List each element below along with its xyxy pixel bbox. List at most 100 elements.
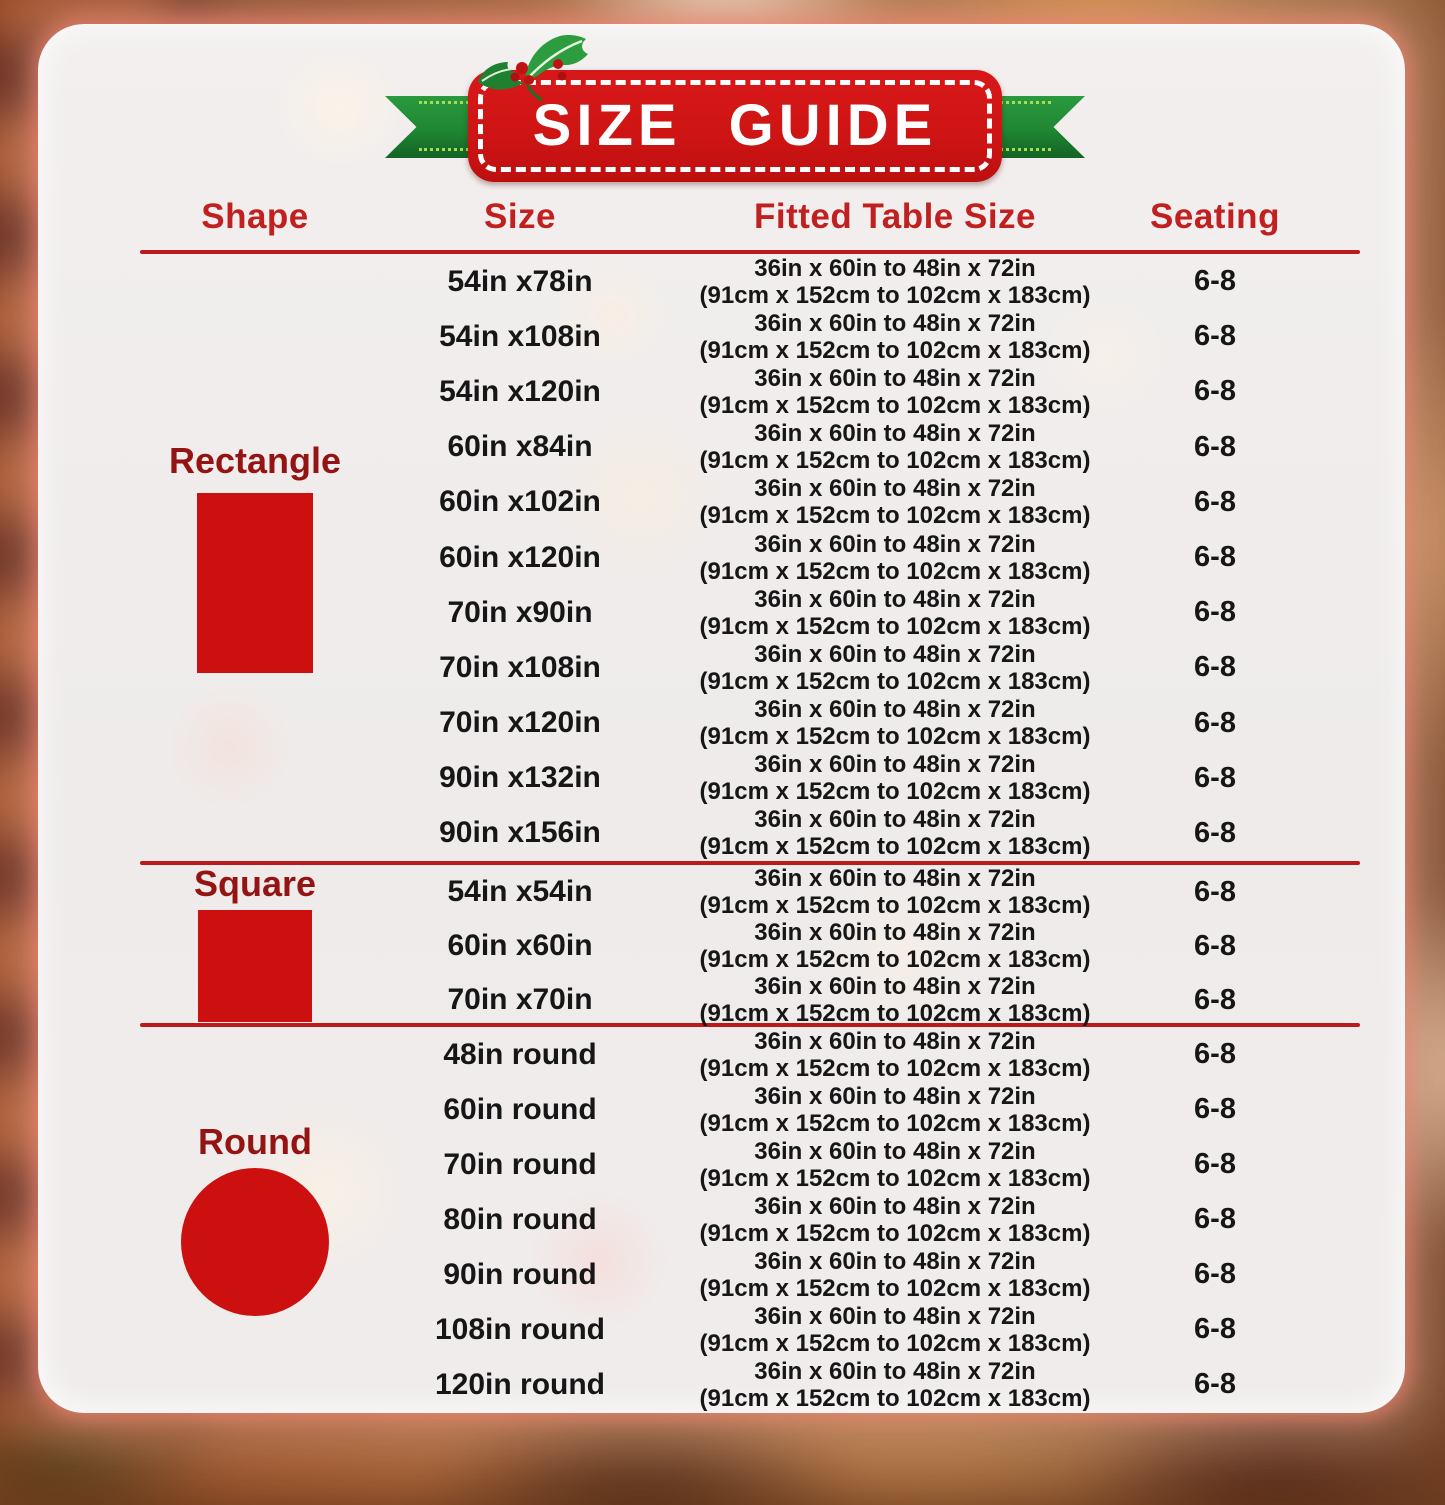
cell-fitted-table-size: 36in x 60in to 48in x 72in (91cm x 152cm… xyxy=(670,1083,1120,1137)
fitted-inches-text: 36in x 60in to 48in x 72in xyxy=(754,640,1036,668)
table-row: 80in round 36in x 60in to 48in x 72in (9… xyxy=(370,1192,1360,1247)
cell-seating: 6-8 xyxy=(1194,651,1236,684)
table-row: 60in x84in 36in x 60in to 48in x 72in (9… xyxy=(370,420,1360,475)
cell-size: 60in x60in xyxy=(447,929,593,962)
cell-seating: 6-8 xyxy=(1194,1038,1236,1070)
table-header-row: Shape Size Fitted Table Size Seating xyxy=(140,184,1360,250)
fitted-inches-text: 36in x 60in to 48in x 72in xyxy=(754,1302,1036,1330)
cell-fitted-table-size: 36in x 60in to 48in x 72in (91cm x 152cm… xyxy=(670,1028,1120,1082)
cell-fitted-table-size: 36in x 60in to 48in x 72in (91cm x 152cm… xyxy=(670,696,1120,750)
fitted-inches-text: 36in x 60in to 48in x 72in xyxy=(754,973,1036,1000)
cell-size: 54in x78in xyxy=(447,264,593,298)
rectangle-section: Rectangle 54in x78in 36in x 60in to 48in… xyxy=(140,254,1360,861)
fitted-cm-text: (91cm x 152cm to 102cm x 183cm) xyxy=(699,612,1091,640)
banner-dashed-border xyxy=(478,80,992,172)
fitted-cm-text: (91cm x 152cm to 102cm x 183cm) xyxy=(699,1274,1091,1302)
fitted-cm-text: (91cm x 152cm to 102cm x 183cm) xyxy=(699,723,1091,751)
table-row: 48in round 36in x 60in to 48in x 72in (9… xyxy=(370,1027,1360,1082)
table-row: 70in x70in 36in x 60in to 48in x 72in (9… xyxy=(370,973,1360,1027)
square-shape-icon xyxy=(198,910,312,1022)
cell-fitted-table-size: 36in x 60in to 48in x 72in (91cm x 152cm… xyxy=(670,919,1120,973)
cell-seating: 6-8 xyxy=(1194,983,1236,1016)
cell-seating: 6-8 xyxy=(1194,596,1236,629)
fitted-cm-text: (91cm x 152cm to 102cm x 183cm) xyxy=(699,502,1091,530)
cell-seating: 6-8 xyxy=(1194,1258,1236,1290)
cell-fitted-table-size: 36in x 60in to 48in x 72in (91cm x 152cm… xyxy=(670,310,1120,364)
fitted-cm-text: (91cm x 152cm to 102cm x 183cm) xyxy=(699,281,1091,309)
cell-size: 70in x70in xyxy=(447,983,593,1016)
cell-seating: 6-8 xyxy=(1194,1148,1236,1180)
table-row: 54in x78in 36in x 60in to 48in x 72in (9… xyxy=(370,254,1360,309)
cell-fitted-table-size: 36in x 60in to 48in x 72in (91cm x 152cm… xyxy=(670,641,1120,695)
fitted-cm-text: (91cm x 152cm to 102cm x 183cm) xyxy=(699,1329,1091,1357)
cell-size: 54in x54in xyxy=(447,875,593,908)
cell-fitted-table-size: 36in x 60in to 48in x 72in (91cm x 152cm… xyxy=(670,751,1120,805)
shape-label: Round xyxy=(198,1120,312,1162)
cell-seating: 6-8 xyxy=(1194,875,1236,908)
cell-fitted-table-size: 36in x 60in to 48in x 72in (91cm x 152cm… xyxy=(670,1138,1120,1192)
cell-fitted-table-size: 36in x 60in to 48in x 72in (91cm x 152cm… xyxy=(670,365,1120,419)
fitted-cm-text: (91cm x 152cm to 102cm x 183cm) xyxy=(699,667,1091,695)
table-row: 90in round 36in x 60in to 48in x 72in (9… xyxy=(370,1247,1360,1302)
cell-fitted-table-size: 36in x 60in to 48in x 72in (91cm x 152cm… xyxy=(670,973,1120,1027)
fitted-inches-text: 36in x 60in to 48in x 72in xyxy=(754,1357,1036,1385)
holly-icon xyxy=(478,35,588,102)
fitted-inches-text: 36in x 60in to 48in x 72in xyxy=(754,1137,1036,1165)
section-rows: 48in round 36in x 60in to 48in x 72in (9… xyxy=(370,1027,1360,1412)
cell-fitted-table-size: 36in x 60in to 48in x 72in (91cm x 152cm… xyxy=(670,1303,1120,1357)
cell-size: 120in round xyxy=(434,1367,606,1401)
size-table: Shape Size Fitted Table Size Seating Rec… xyxy=(140,184,1360,1412)
cell-size: 70in round xyxy=(443,1147,597,1181)
fitted-cm-text: (91cm x 152cm to 102cm x 183cm) xyxy=(699,557,1091,585)
header-size: Size xyxy=(483,197,557,236)
cell-seating: 6-8 xyxy=(1194,929,1236,962)
size-guide-panel: SIZE GUIDE Shape Size Fitted Table Size … xyxy=(38,24,1405,1413)
fitted-inches-text: 36in x 60in to 48in x 72in xyxy=(754,1082,1036,1110)
cell-fitted-table-size: 36in x 60in to 48in x 72in (91cm x 152cm… xyxy=(670,475,1120,529)
fitted-cm-text: (91cm x 152cm to 102cm x 183cm) xyxy=(699,1164,1091,1192)
size-guide-banner: SIZE GUIDE xyxy=(38,24,1405,189)
table-row: 54in x108in 36in x 60in to 48in x 72in (… xyxy=(370,309,1360,364)
fitted-inches-text: 36in x 60in to 48in x 72in xyxy=(754,309,1036,337)
cell-size: 80in round xyxy=(443,1202,597,1236)
table-row: 90in x132in 36in x 60in to 48in x 72in (… xyxy=(370,751,1360,806)
cell-seating: 6-8 xyxy=(1194,761,1236,794)
banner-title: SIZE GUIDE xyxy=(532,93,938,158)
table-row: 60in x102in 36in x 60in to 48in x 72in (… xyxy=(370,475,1360,530)
shape-label: Square xyxy=(193,863,317,904)
section-divider xyxy=(140,861,1360,865)
fitted-cm-text: (91cm x 152cm to 102cm x 183cm) xyxy=(699,892,1091,919)
fitted-cm-text: (91cm x 152cm to 102cm x 183cm) xyxy=(699,1384,1091,1412)
cell-seating: 6-8 xyxy=(1194,1313,1236,1345)
fitted-cm-text: (91cm x 152cm to 102cm x 183cm) xyxy=(699,1054,1091,1082)
table-row: 70in round 36in x 60in to 48in x 72in (9… xyxy=(370,1137,1360,1192)
cell-fitted-table-size: 36in x 60in to 48in x 72in (91cm x 152cm… xyxy=(670,806,1120,860)
cell-size: 60in x84in xyxy=(447,430,593,464)
cell-fitted-table-size: 36in x 60in to 48in x 72in (91cm x 152cm… xyxy=(670,255,1120,309)
table-row: 60in round 36in x 60in to 48in x 72in (9… xyxy=(370,1082,1360,1137)
cell-seating: 6-8 xyxy=(1194,1093,1236,1125)
cell-seating: 6-8 xyxy=(1194,816,1236,849)
cell-size: 70in x120in xyxy=(439,706,601,740)
shape-cell: Round xyxy=(140,1027,370,1412)
fitted-cm-text: (91cm x 152cm to 102cm x 183cm) xyxy=(699,946,1091,973)
cell-size: 90in x132in xyxy=(439,761,601,795)
fitted-cm-text: (91cm x 152cm to 102cm x 183cm) xyxy=(699,1109,1091,1137)
cell-seating: 6-8 xyxy=(1194,485,1236,518)
fitted-inches-text: 36in x 60in to 48in x 72in xyxy=(754,1027,1036,1055)
fitted-inches-text: 36in x 60in to 48in x 72in xyxy=(754,530,1036,558)
cell-size: 90in x156in xyxy=(439,816,601,850)
cell-size: 70in x108in xyxy=(439,650,601,684)
fitted-inches-text: 36in x 60in to 48in x 72in xyxy=(754,1247,1036,1275)
cell-size: 108in round xyxy=(434,1312,606,1346)
section-divider xyxy=(140,1023,1360,1027)
cell-seating: 6-8 xyxy=(1194,1203,1236,1235)
fitted-cm-text: (91cm x 152cm to 102cm x 183cm) xyxy=(699,778,1091,806)
cell-fitted-table-size: 36in x 60in to 48in x 72in (91cm x 152cm… xyxy=(670,531,1120,585)
rectangle-shape-icon xyxy=(197,492,313,673)
table-row: 108in round 36in x 60in to 48in x 72in (… xyxy=(370,1302,1360,1357)
fitted-cm-text: (91cm x 152cm to 102cm x 183cm) xyxy=(699,391,1091,419)
table-row: 60in x120in 36in x 60in to 48in x 72in (… xyxy=(370,530,1360,585)
section-rows: 54in x54in 36in x 60in to 48in x 72in (9… xyxy=(370,865,1360,1027)
banner-box: SIZE GUIDE xyxy=(468,70,1002,182)
